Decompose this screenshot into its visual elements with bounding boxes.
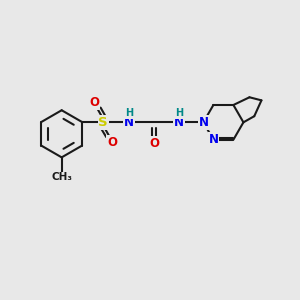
Text: H: H [175, 109, 183, 118]
Text: O: O [149, 137, 159, 150]
Text: CH₃: CH₃ [51, 172, 72, 182]
Text: H: H [125, 109, 133, 118]
Text: N: N [208, 133, 218, 146]
Text: N: N [198, 116, 208, 129]
Text: S: S [98, 116, 108, 129]
Text: N: N [198, 116, 208, 129]
Text: O: O [107, 136, 117, 149]
Text: O: O [89, 96, 99, 109]
Text: N: N [174, 116, 184, 129]
Text: N: N [124, 116, 134, 129]
